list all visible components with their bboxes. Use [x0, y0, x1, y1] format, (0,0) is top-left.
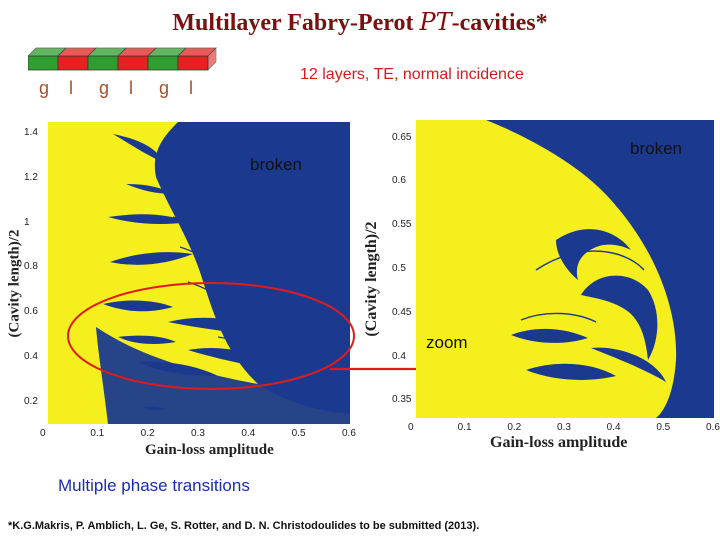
layer-label: l: [189, 78, 193, 98]
right-phase-svg: [486, 120, 714, 418]
x-tick-label: 0.3: [191, 428, 205, 439]
zoom-ellipse: [67, 282, 355, 390]
x-tick-label: 0.1: [457, 422, 472, 433]
y-tick-label: 0.6: [392, 175, 406, 187]
layer-label: g: [159, 78, 170, 98]
broken-region-left: [96, 122, 350, 424]
y-tick-label: 0.8: [24, 261, 38, 273]
fringes-left: [157, 151, 334, 385]
x-tick-label: 0.6: [342, 428, 356, 439]
broken-region-right: [486, 120, 714, 418]
x-tick-label: 0.3: [557, 422, 571, 433]
y-tick-label: 0.45: [392, 306, 412, 318]
y-tick-label: 1.2: [24, 171, 38, 183]
citation: *K.G.Makris, P. Amblich, L. Ge, S. Rotte…: [8, 520, 480, 532]
y-tick-label: 1: [24, 216, 30, 228]
y-tick-label: 0.5: [392, 263, 406, 274]
layer-label: l: [69, 78, 73, 98]
x-tick-label: 0.2: [140, 428, 155, 439]
layer-label: l: [129, 78, 133, 98]
y-tick-label: 0.6: [24, 306, 38, 318]
right-phase-diagram: [416, 120, 714, 418]
multiple-phase-transitions: Multiple phase transitions: [58, 476, 250, 495]
y-tick-label: 0.65: [392, 131, 412, 143]
left-xlabel: Gain-loss amplitude: [145, 442, 274, 458]
fringes-right: [520, 204, 683, 418]
title-pt-symbol: PT: [419, 8, 452, 36]
x-tick-label: 0: [40, 428, 46, 439]
slide-title: Multilayer Fabry-Perot PT-cavities*: [0, 8, 720, 37]
title-main: Multilayer Fabry-Perot: [172, 10, 420, 36]
layer-stack-graphic: [28, 47, 217, 71]
y-tick-label: 0.55: [392, 219, 412, 231]
title-suffix: -cavities*: [451, 10, 548, 36]
y-tick-label: 0.35: [392, 394, 412, 406]
x-tick-label: 0.6: [706, 422, 720, 433]
layer-label: g: [39, 78, 50, 98]
x-tick-label: 0.5: [656, 422, 671, 433]
subtitle: 12 layers, TE, normal incidence: [300, 66, 524, 83]
x-tick-label: 0.4: [241, 428, 256, 439]
x-tick-label: 0.4: [606, 422, 621, 433]
x-tick-label: 0: [408, 422, 414, 433]
layer-block-side: [207, 47, 217, 71]
right-broken-label: broken: [630, 139, 682, 158]
x-tick-label: 0.5: [291, 428, 306, 439]
left-phase-diagram: [48, 122, 350, 424]
y-tick-label: 0.2: [24, 395, 38, 407]
right-xlabel: Gain-loss amplitude: [490, 434, 628, 451]
x-tick-label: 0.2: [507, 422, 522, 433]
y-tick-label: 0.4: [24, 350, 38, 362]
layer-label: g: [99, 78, 110, 98]
zoom-label: zoom: [426, 333, 468, 352]
y-tick-label: 0.4: [392, 350, 406, 362]
y-tick-label: 1.4: [24, 127, 38, 139]
x-tick-label: 0.1: [90, 428, 105, 439]
right-ylabel: (Cavity length)/2: [363, 221, 380, 337]
left-phase-svg: [96, 122, 350, 424]
left-broken-label: broken: [250, 155, 302, 174]
